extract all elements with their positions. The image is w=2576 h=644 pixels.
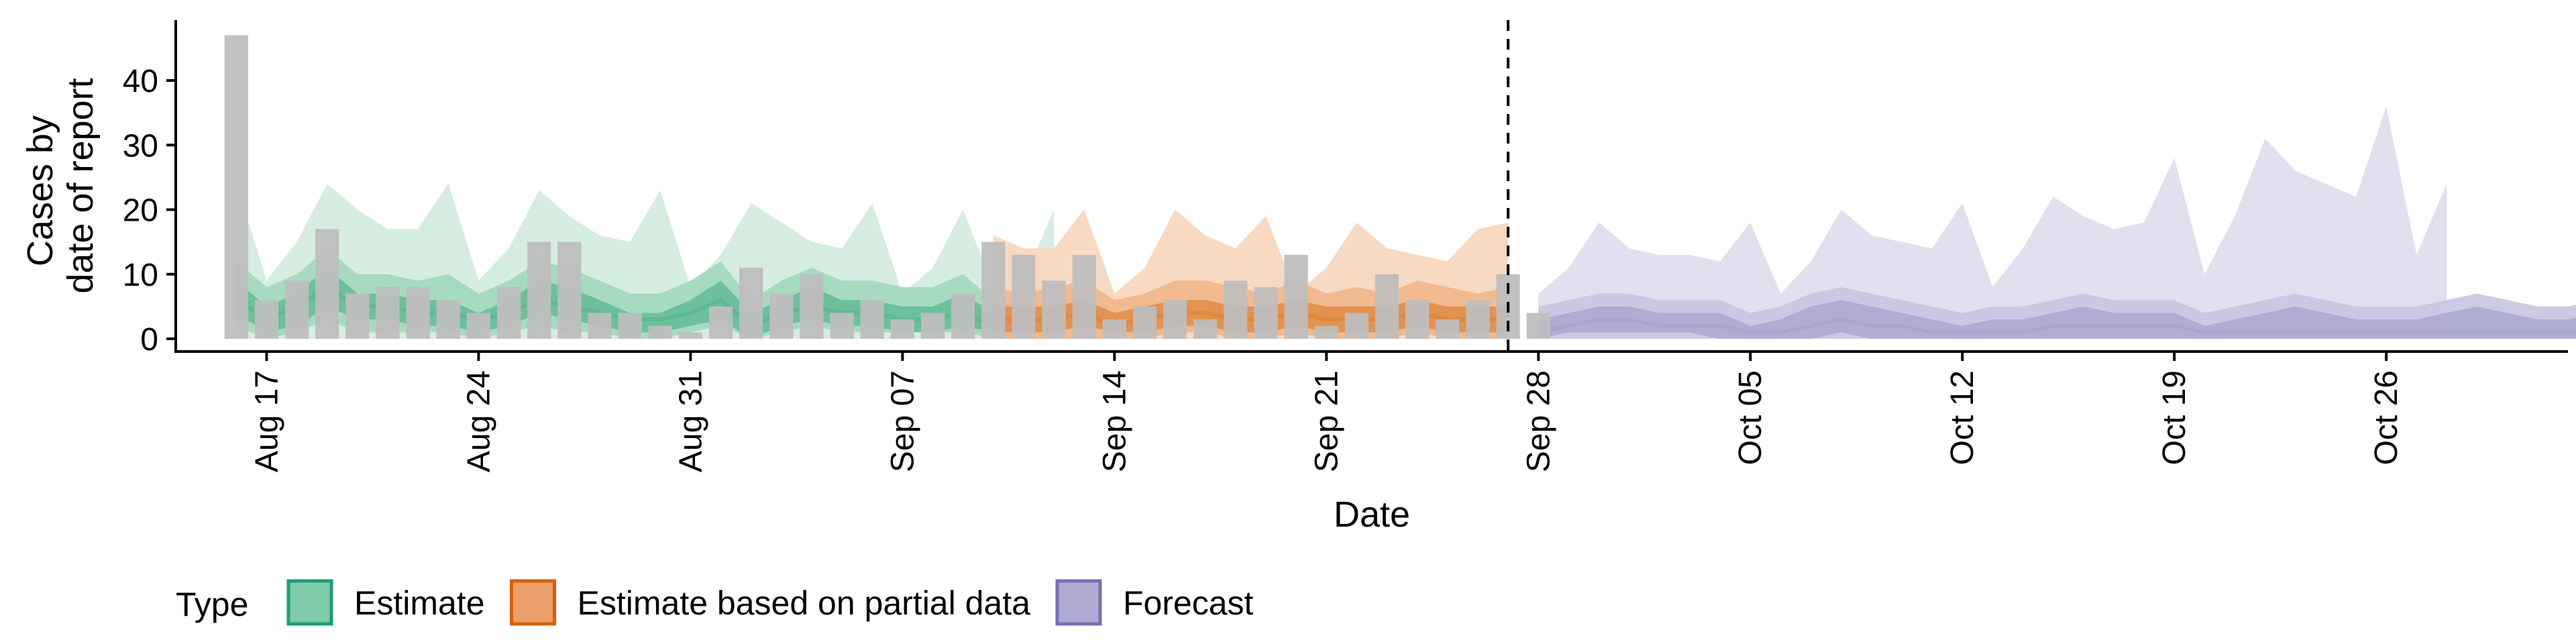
legend-label: Estimate: [354, 584, 485, 622]
reported-case-bar: [708, 306, 733, 339]
median-line-estimate: [235, 284, 1054, 329]
reported-case-bar: [1254, 287, 1278, 339]
median-line-forecast: [1538, 317, 2576, 335]
reported-case-bar: [436, 300, 460, 339]
reported-case-bar: [800, 274, 824, 339]
x-tick-label: Oct 26: [2369, 370, 2404, 465]
reported-case-bar: [981, 241, 1006, 339]
x-tick-label: Sep 21: [1309, 370, 1344, 472]
reported-case-bar: [1314, 325, 1338, 339]
reported-case-bar: [557, 241, 582, 339]
reported-case-bar: [1193, 319, 1218, 339]
legend-swatch: [286, 579, 333, 626]
reported-case-bar: [1466, 300, 1490, 339]
x-tick-label: Aug 24: [461, 370, 496, 472]
reported-case-bar: [890, 319, 914, 339]
reported-case-bar: [1132, 306, 1157, 339]
y-axis-ticks: 0 10 20 30 40: [123, 64, 176, 358]
y-axis-title-line-2: date of report: [60, 78, 101, 293]
reported-case-bar: [678, 332, 702, 339]
y-tick-label: 40: [123, 64, 158, 99]
reported-case-bar: [618, 313, 642, 339]
x-tick-label: Aug 17: [249, 370, 284, 472]
legend-label: Forecast: [1123, 584, 1254, 622]
y-tick-label: 30: [123, 128, 158, 164]
x-tick-label: Oct 05: [1733, 370, 1768, 465]
reported-case-bar: [285, 280, 309, 339]
reported-case-bar: [1284, 254, 1308, 339]
x-tick-label: Aug 31: [673, 370, 708, 472]
legend-label: Estimate based on partial data: [578, 584, 1031, 622]
legend-swatch: [510, 579, 557, 626]
reported-case-bar: [1102, 319, 1126, 339]
legend: Type Estimate Estimate based on partial d…: [176, 579, 1254, 626]
reported-case-bar: [588, 313, 612, 339]
reported-case-bar: [1405, 300, 1430, 339]
reported-case-bar: [920, 313, 945, 339]
x-tick-label: Sep 14: [1097, 370, 1132, 472]
reported-case-bar: [466, 313, 490, 339]
legend-title: Type: [176, 586, 248, 623]
reported-case-bar: [1072, 254, 1096, 339]
y-tick-label: 10: [123, 258, 158, 293]
reported-case-bar: [1042, 280, 1066, 339]
reported-case-bar: [254, 300, 278, 339]
x-axis-ticks: Aug 17 Aug 24 Aug 31 Sep 07 Sep 14 Sep 21 Sep …: [249, 352, 2404, 472]
x-axis-title: Date: [1334, 494, 1410, 535]
reported-case-bar: [527, 241, 551, 339]
reported-case-bar: [1163, 300, 1187, 339]
y-tick-label: 20: [123, 193, 158, 229]
reported-case-bar: [345, 293, 370, 339]
reported-case-bar: [1344, 313, 1368, 339]
y-tick-label: 0: [140, 322, 158, 358]
x-tick-label: Oct 19: [2157, 370, 2192, 465]
reported-case-bar: [224, 35, 248, 339]
reported-case-bar: [376, 287, 400, 339]
y-axis-title-line-1: Cases by: [20, 115, 60, 266]
reported-case-bar: [1526, 313, 1550, 339]
y-axis-title: Cases by date of report: [20, 78, 101, 293]
x-tick-label: Oct 12: [1945, 370, 1980, 465]
reported-case-bars: [224, 35, 1550, 339]
reported-case-bar: [769, 293, 794, 339]
reported-case-bar: [315, 229, 339, 339]
reported-case-bar: [739, 268, 763, 339]
reported-case-bar: [830, 313, 854, 339]
reported-case-bar: [496, 287, 521, 339]
legend-swatch: [1055, 579, 1102, 626]
band-90-forecast: [1538, 106, 2447, 339]
reported-case-bar: [1375, 274, 1399, 339]
reported-case-bar: [1436, 319, 1460, 339]
reported-case-bar: [1224, 280, 1248, 339]
reported-case-bar: [860, 300, 884, 339]
reported-case-bar: [406, 287, 430, 339]
x-tick-label: Sep 07: [885, 370, 920, 472]
reported-case-bar: [951, 293, 975, 339]
reported-case-bar: [648, 325, 672, 339]
x-tick-label: Sep 28: [1521, 370, 1556, 472]
reported-case-bar: [1012, 254, 1036, 339]
